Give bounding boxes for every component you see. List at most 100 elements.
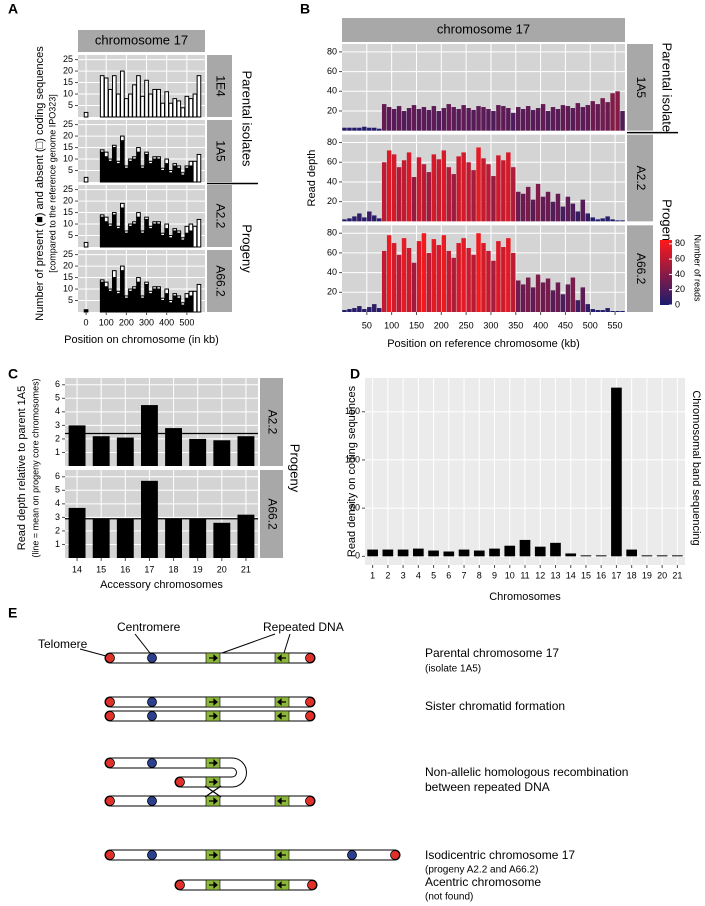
bar [128,225,133,248]
bar [372,304,377,312]
bar [535,183,541,222]
bar [436,245,442,312]
bar [83,309,89,313]
bar [180,174,186,183]
bar [164,163,170,183]
title-strip [78,30,205,52]
y-tick-label: 4 [55,406,60,416]
bar [168,102,174,118]
x-tick-label: 15 [581,570,591,580]
bar [124,230,129,234]
group-label: Parental isolate [660,43,675,133]
repeat-arrow [277,851,286,859]
strip-title: chromosome 17 [95,32,188,47]
bar [107,160,113,183]
y-axis-subtitle: (line = mean on progeny core chromosomes… [30,378,40,557]
x-tick-label: 350 [508,320,523,330]
bar [441,150,447,222]
bar [196,153,202,183]
bar [168,172,174,183]
bar [140,230,145,234]
x-tick-label: 300 [139,317,154,327]
x-tick-label: 1 [370,570,375,580]
bar [451,107,456,131]
y-tick-label: 20 [63,65,73,75]
colorbar-tick-label: 60 [675,253,685,263]
bar [144,151,149,155]
bar [411,262,417,312]
x-tick-label: 19 [193,564,203,574]
bar [144,281,149,285]
y-tick-label: 20 [327,105,337,115]
bar [534,546,546,557]
bar [342,219,347,222]
bar [615,91,620,131]
centromere [147,796,157,806]
x-tick-label: 100 [99,317,114,327]
bar [466,247,471,312]
x-tick-label: 500 [179,317,194,327]
facet-strip [627,225,653,312]
bar [111,147,117,183]
group-label: Progeny [660,199,675,248]
bar [140,165,145,169]
bar [382,549,394,557]
bar [107,158,113,162]
telomere [175,777,185,787]
colorbar-tick-label: 40 [675,269,685,279]
bar [124,165,129,169]
bar [610,311,615,312]
bar [506,108,511,131]
bar [491,260,496,312]
x-tick-label: 19 [642,570,652,580]
bar [367,549,378,557]
bar [120,270,125,313]
repeat-arrow [277,698,286,706]
bar [504,545,516,557]
bar [140,297,145,313]
bar [128,158,133,162]
bar [428,550,439,557]
bar [605,216,610,222]
y-tick-label: 5 [68,165,73,175]
bar [172,230,178,248]
bar [140,232,145,248]
bar [136,212,141,218]
y-tick-label: 10 [63,218,73,228]
step-title: between repeated DNA [425,780,550,794]
y-tick-label: 1 [55,447,60,457]
bar [466,108,471,131]
bar [342,310,347,312]
bar [461,238,466,312]
y-tick-label: 10 [63,153,73,163]
bar [540,104,546,131]
bar [471,254,476,312]
repeat-arrow [209,759,218,767]
title-strip [342,18,625,42]
bar [188,160,194,167]
y-tick-label: 20 [327,287,337,297]
bar [545,191,551,222]
crossover [204,785,222,798]
x-tick-label: 17 [144,564,154,574]
colorbar [660,240,672,305]
bar [99,279,105,283]
bar [496,241,501,312]
repeat-arrow [277,712,286,720]
facet-label: 1E4 [213,75,227,97]
bar [116,160,121,165]
step-title: Isodicentric chromosome 17 [425,848,575,862]
bar [672,555,683,557]
y-tick-label: 40 [327,267,337,277]
x-axis-title: Accessory chromosomes [100,579,223,591]
bar [391,154,397,222]
bar [103,286,109,313]
bar [611,387,622,557]
bar [83,176,89,183]
bar [511,167,516,222]
bar [406,108,412,131]
y-tick-label: 80 [327,137,337,147]
bar [620,220,625,222]
bar [520,193,526,222]
bar [132,84,137,118]
